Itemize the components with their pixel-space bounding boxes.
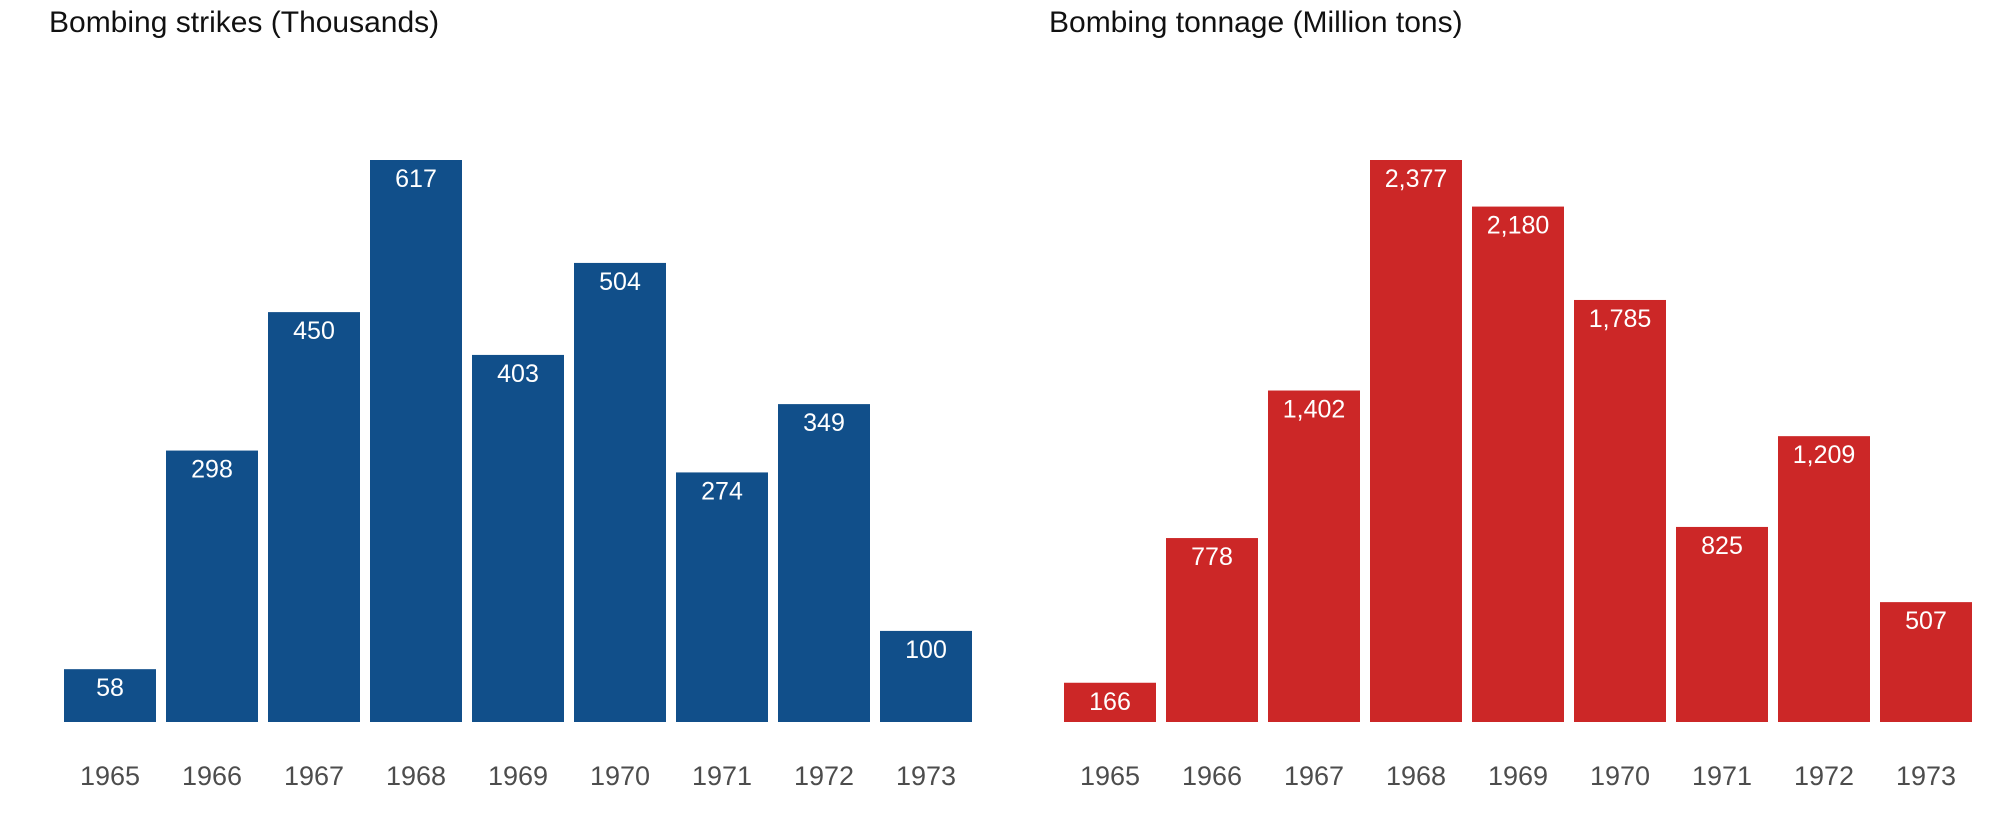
x-tick-label: 1966 bbox=[182, 761, 242, 791]
bar-value-label: 2,180 bbox=[1487, 212, 1550, 240]
bar-1968 bbox=[1370, 160, 1462, 722]
bar-1967 bbox=[268, 312, 360, 722]
bar-1972 bbox=[1778, 436, 1870, 722]
x-tick-label: 1972 bbox=[794, 761, 854, 791]
x-tick-label: 1970 bbox=[1590, 761, 1650, 791]
strikes-chart-panel: Bombing strikes (Thousands) 58 1965 298 196… bbox=[49, 6, 972, 791]
bar-value-label: 403 bbox=[497, 360, 539, 388]
bar-1966 bbox=[166, 450, 258, 722]
bar-1971 bbox=[1676, 526, 1768, 722]
x-tick-label: 1967 bbox=[284, 761, 344, 791]
bar-value-label: 166 bbox=[1089, 688, 1131, 716]
x-tick-label: 1966 bbox=[1182, 761, 1242, 791]
x-tick-label: 1972 bbox=[1794, 761, 1854, 791]
bar-value-label: 1,209 bbox=[1793, 441, 1856, 469]
x-tick-label: 1971 bbox=[1692, 761, 1752, 791]
x-tick-label: 1967 bbox=[1284, 761, 1344, 791]
bar-value-label: 778 bbox=[1191, 543, 1233, 571]
bar-1969 bbox=[472, 354, 564, 722]
bar-value-label: 1,402 bbox=[1283, 396, 1346, 424]
tonnage-bar-chart: 166 1965 778 1966 1,402 1967 2,377 1968 2,180 196… bbox=[1064, 160, 1972, 791]
bar-1969 bbox=[1472, 206, 1564, 722]
bar-value-label: 298 bbox=[191, 456, 233, 484]
x-tick-label: 1970 bbox=[590, 761, 650, 791]
bar-1971 bbox=[676, 472, 768, 722]
bar-1973 bbox=[880, 630, 972, 722]
bar-1970 bbox=[574, 262, 666, 722]
bar-1967 bbox=[1268, 390, 1360, 722]
bar-value-label: 274 bbox=[701, 477, 743, 505]
bar-value-label: 450 bbox=[293, 317, 335, 345]
bar-value-label: 1,785 bbox=[1589, 305, 1652, 333]
bar-value-label: 100 bbox=[905, 636, 947, 664]
x-tick-label: 1969 bbox=[1488, 761, 1548, 791]
bar-value-label: 58 bbox=[96, 674, 124, 702]
bar-1968 bbox=[370, 160, 462, 722]
bar-value-label: 507 bbox=[1905, 607, 1947, 635]
bar-1965 bbox=[64, 669, 156, 722]
x-tick-label: 1965 bbox=[80, 761, 140, 791]
x-tick-label: 1968 bbox=[1386, 761, 1446, 791]
bar-value-label: 349 bbox=[803, 409, 845, 437]
bar-value-label: 504 bbox=[599, 268, 641, 296]
bar-1973 bbox=[1880, 602, 1972, 722]
bar-1965 bbox=[1064, 682, 1156, 722]
bar-1970 bbox=[1574, 299, 1666, 722]
bar-value-label: 2,377 bbox=[1385, 165, 1448, 193]
strikes-bar-chart: 58 1965 298 1966 450 1967 617 1968 403 1969 504 197… bbox=[64, 160, 972, 791]
x-tick-label: 1965 bbox=[1080, 761, 1140, 791]
bar-1972 bbox=[778, 404, 870, 722]
chart-title: Bombing tonnage (Million tons) bbox=[1049, 6, 1463, 39]
x-tick-label: 1969 bbox=[488, 761, 548, 791]
x-tick-label: 1973 bbox=[1896, 761, 1956, 791]
x-tick-label: 1973 bbox=[896, 761, 956, 791]
bar-1966 bbox=[1166, 538, 1258, 722]
x-tick-label: 1971 bbox=[692, 761, 752, 791]
bar-value-label: 617 bbox=[395, 165, 437, 193]
x-tick-label: 1968 bbox=[386, 761, 446, 791]
tonnage-chart-panel: Bombing tonnage (Million tons) 166 1965 77… bbox=[1000, 0, 2000, 833]
chart-title: Bombing strikes (Thousands) bbox=[49, 6, 440, 39]
bar-value-label: 825 bbox=[1701, 532, 1743, 560]
